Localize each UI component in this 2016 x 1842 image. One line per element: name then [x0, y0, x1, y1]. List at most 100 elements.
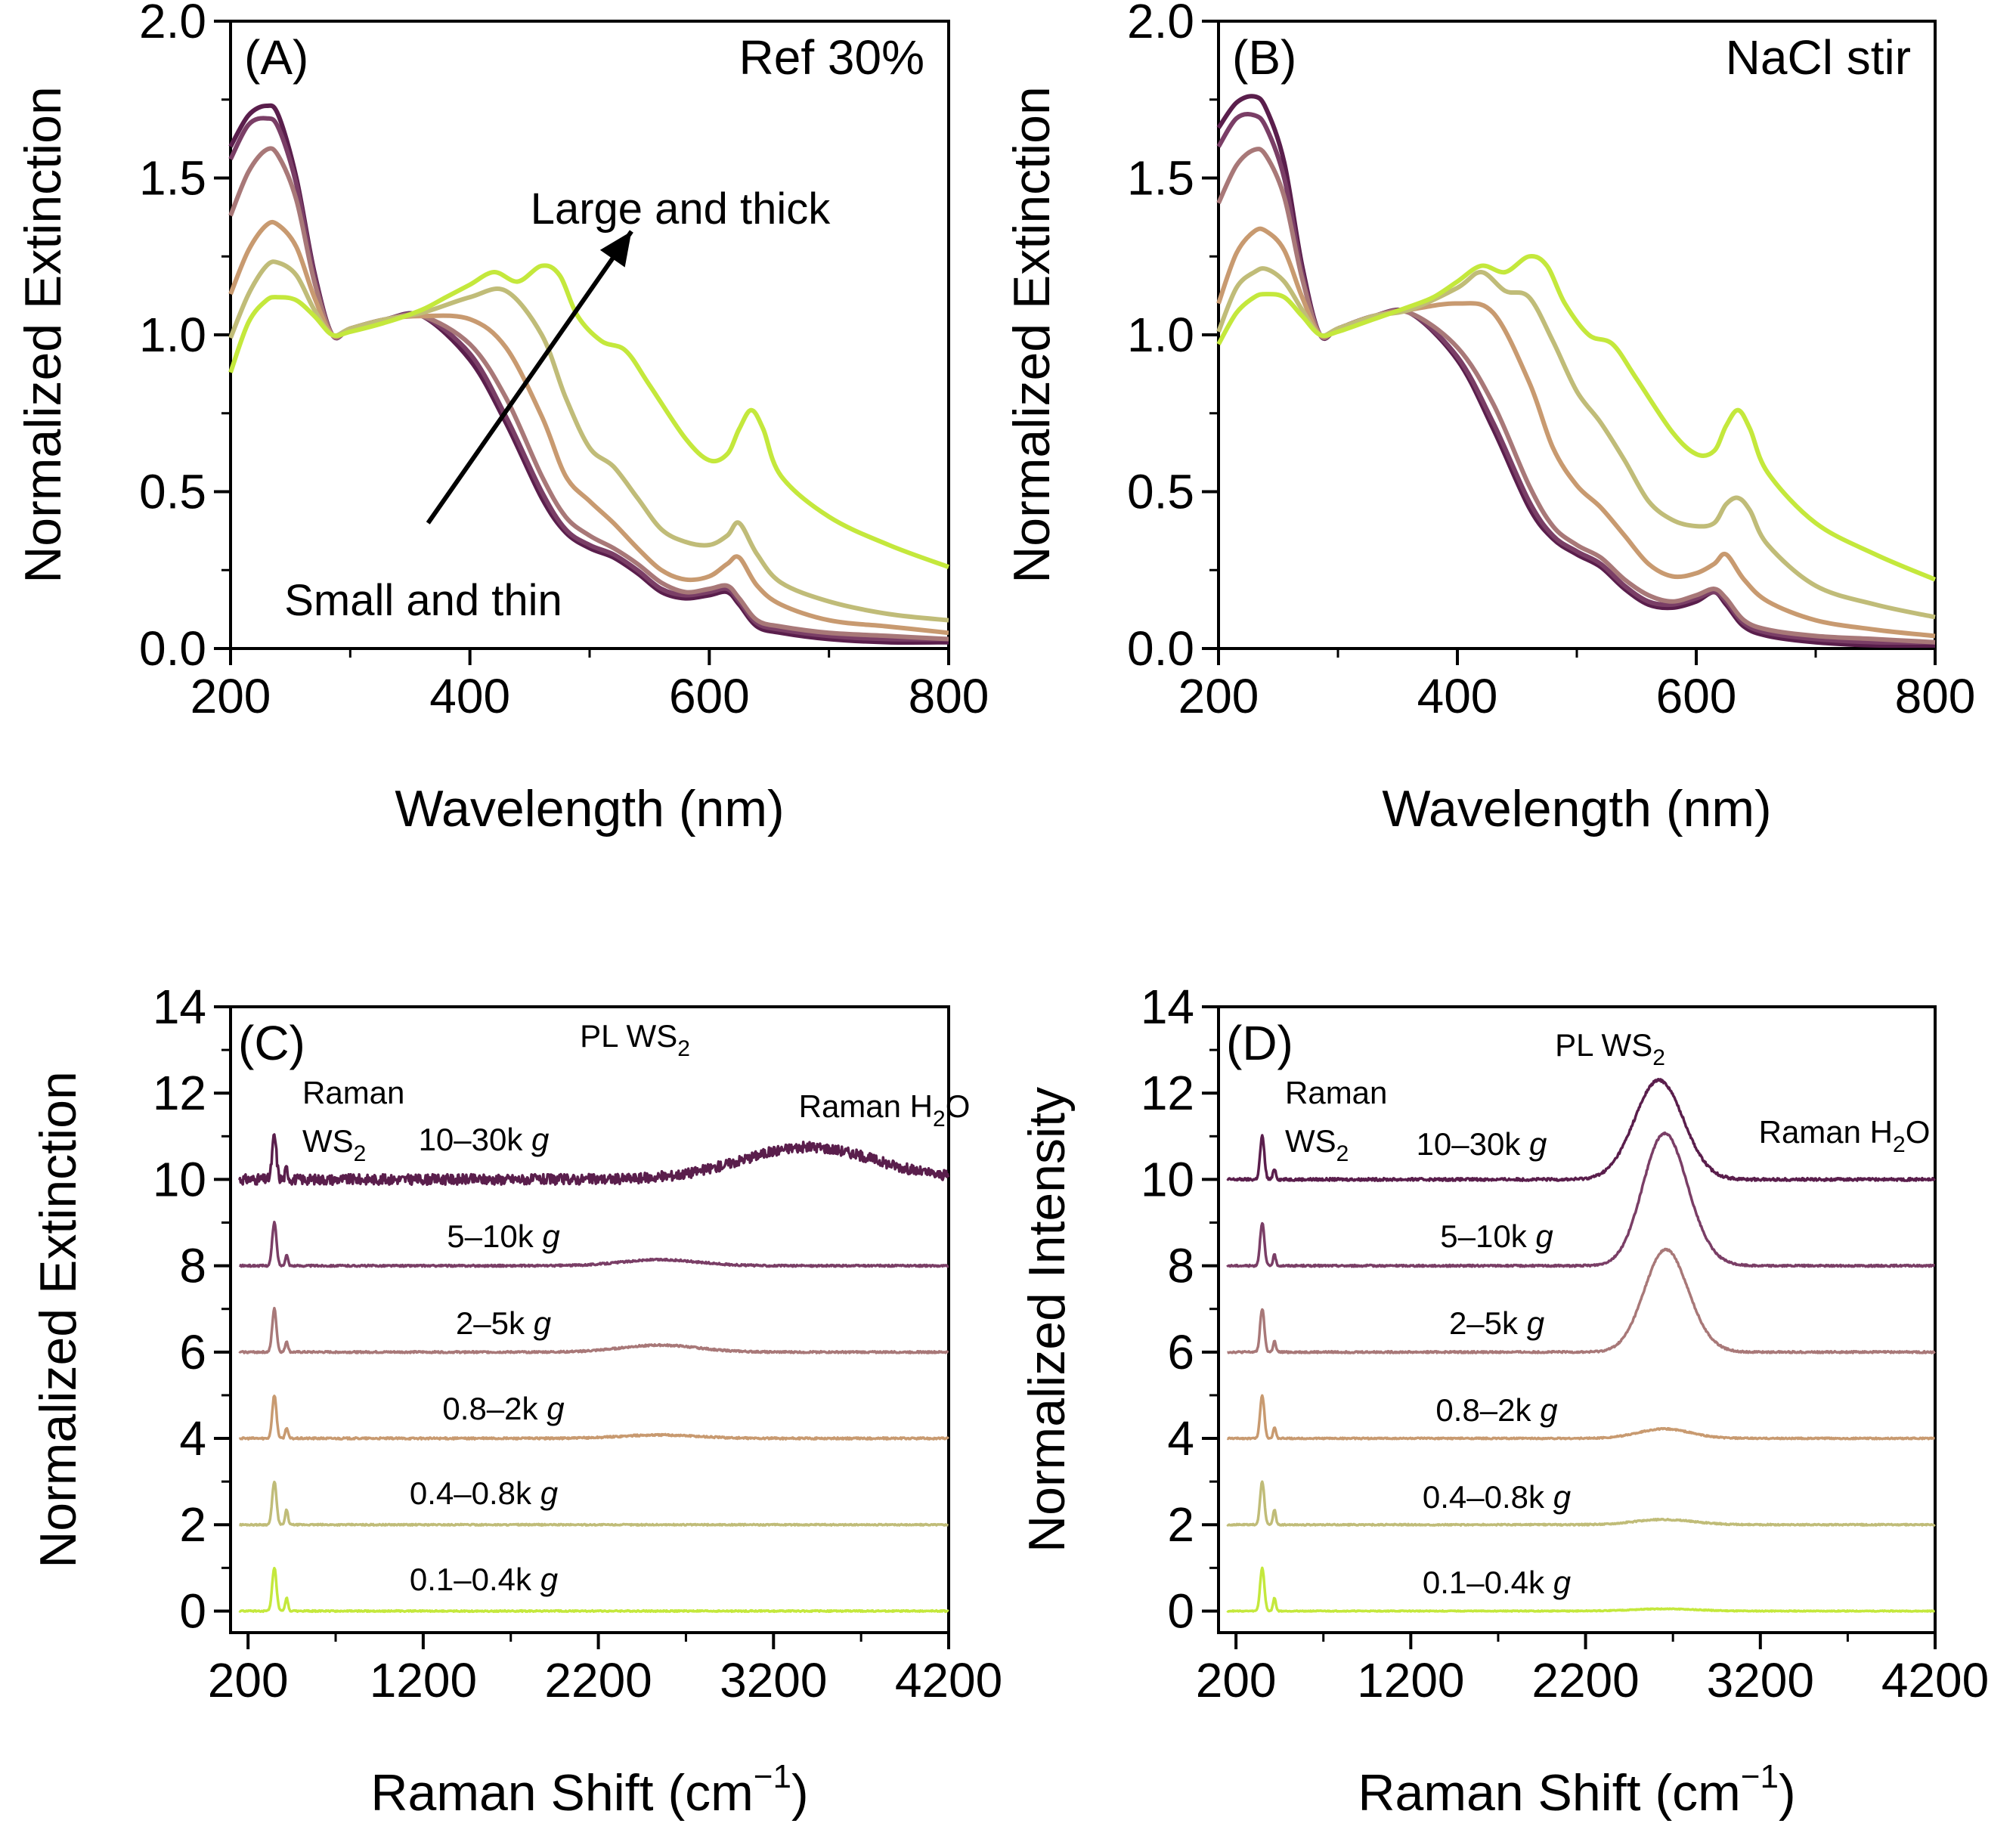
series-label: 10–30k g — [419, 1122, 550, 1157]
y-tick-label: 6 — [179, 1325, 206, 1379]
y-tick-label: 2 — [179, 1497, 206, 1552]
raman-h2o-label: Raman H2O — [1759, 1114, 1931, 1157]
y-axis-title: Normalized Extinction — [1003, 86, 1061, 584]
y-tick-label: 1.0 — [1127, 308, 1194, 362]
series-line — [1216, 112, 1936, 645]
x-tick-label: 400 — [1417, 669, 1498, 723]
x-tick-label: 4200 — [1881, 1653, 1989, 1707]
spectrum-line — [238, 1566, 949, 1614]
panel-title: NaCl stir — [1726, 30, 1911, 85]
plot-frame — [1217, 1005, 1937, 1634]
x-tick-label: 4200 — [895, 1653, 1002, 1707]
pl-ws2-label: PL WS2 — [580, 1018, 690, 1061]
series-line — [1216, 226, 1936, 639]
series-line — [228, 146, 949, 642]
series-line — [228, 263, 950, 569]
x-tick-label: 600 — [669, 669, 750, 723]
panel-label: (B) — [1232, 30, 1296, 85]
x-axis-title: Wavelength (nm) — [1382, 780, 1771, 837]
series-label: 0.1–0.4k g — [410, 1562, 558, 1597]
series-label: 5–10k g — [447, 1218, 559, 1254]
y-tick-label: 12 — [1141, 1066, 1194, 1120]
x-tick-label: 200 — [208, 1653, 289, 1707]
series-label: 5–10k g — [1440, 1218, 1553, 1254]
series-line — [228, 259, 949, 623]
y-axis-title: Normalized Intensity — [1018, 1087, 1076, 1553]
raman-ws2-label: Raman — [302, 1075, 404, 1110]
series-line — [1216, 147, 1936, 645]
y-tick-label: 0.0 — [139, 621, 206, 676]
y-tick-label: 4 — [179, 1411, 206, 1466]
x-tick-label: 600 — [1656, 669, 1737, 723]
x-axis-title: Raman Shift (cm−1) — [1358, 1758, 1795, 1822]
panel-title: Ref 30% — [739, 30, 924, 85]
panel-d: 200 1200 2200 3200 4200 0 2 4 6 8 10 12 14 Normalized… — [1018, 980, 1989, 1822]
series-label: 0.4–0.8k g — [1423, 1479, 1571, 1515]
spectrum-line — [1226, 1566, 1936, 1613]
y-tick-label: 12 — [153, 1066, 206, 1120]
panel-label: (D) — [1226, 1016, 1293, 1070]
y-tick-label: 2.0 — [139, 0, 206, 48]
series-line — [1216, 94, 1936, 649]
x-tick-label: 200 — [190, 669, 271, 723]
series-line — [228, 219, 949, 636]
spectrum-line — [238, 1221, 949, 1268]
spectrum-line — [1226, 1247, 1936, 1354]
raman-ws2-label-species: WS2 — [302, 1123, 366, 1166]
x-tick-label: 3200 — [720, 1653, 827, 1707]
spectrum-line — [1226, 1078, 1936, 1182]
y-tick-label: 1.0 — [139, 308, 206, 362]
series-line — [1216, 254, 1937, 582]
y-tick-label: 2 — [1167, 1497, 1194, 1552]
y-tick-label: 14 — [1141, 980, 1194, 1034]
x-tick-label: 800 — [1895, 669, 1976, 723]
panel-a: 200 400 600 800 0.0 0.5 1.0 1.5 2.0 Normalized Ex… — [14, 0, 989, 837]
y-tick-label: 10 — [153, 1152, 206, 1206]
y-tick-label: 4 — [1167, 1411, 1194, 1466]
x-tick-label: 200 — [1196, 1653, 1277, 1707]
x-tick-label: 3200 — [1707, 1653, 1814, 1707]
spectrum-line — [1226, 1394, 1936, 1441]
y-tick-label: 0.5 — [1127, 465, 1194, 519]
series-line — [1216, 266, 1936, 620]
y-tick-label: 8 — [1167, 1239, 1194, 1293]
y-tick-label: 0 — [1167, 1584, 1194, 1638]
x-tick-label: 2200 — [1531, 1653, 1639, 1707]
spectrum-line — [237, 1133, 950, 1187]
spectrum-line — [238, 1395, 949, 1441]
panel-label: (C) — [238, 1016, 305, 1070]
y-tick-label: 0.5 — [139, 465, 206, 519]
panel-c: 200 1200 2200 3200 4200 0 2 4 6 8 10 12 14 Normalized… — [29, 980, 1002, 1822]
series-label: 2–5k g — [1449, 1305, 1544, 1341]
x-tick-label: 1200 — [1357, 1653, 1464, 1707]
y-tick-label: 8 — [179, 1239, 206, 1293]
spectrum-line — [238, 1306, 949, 1354]
y-axis-title: Normalized Extinction — [14, 86, 72, 584]
y-tick-label: 2.0 — [1127, 0, 1194, 48]
y-tick-label: 14 — [153, 980, 206, 1034]
y-tick-label: 6 — [1167, 1325, 1194, 1379]
series-label: 0.8–2k g — [1435, 1392, 1557, 1428]
trend-arrow — [426, 230, 633, 525]
annotation-large-thick: Large and thick — [531, 184, 831, 234]
series-label: 0.4–0.8k g — [410, 1475, 558, 1511]
x-tick-label: 2200 — [544, 1653, 652, 1707]
y-tick-label: 0 — [179, 1584, 206, 1638]
spectrum-line — [238, 1480, 949, 1527]
x-tick-label: 1200 — [370, 1653, 477, 1707]
y-tick-label: 1.5 — [1127, 151, 1194, 206]
y-axis-title: Normalized Extinction — [29, 1071, 87, 1568]
panel-label: (A) — [244, 30, 308, 85]
y-tick-label: 1.5 — [139, 151, 206, 206]
y-tick-label: 0.0 — [1127, 621, 1194, 676]
x-axis-title: Raman Shift (cm−1) — [370, 1758, 808, 1822]
raman-h2o-label: Raman H2O — [799, 1088, 971, 1132]
spectrum-line — [1226, 1480, 1936, 1527]
x-tick-label: 200 — [1178, 669, 1259, 723]
y-tick-label: 10 — [1141, 1152, 1194, 1206]
x-tick-label: 800 — [909, 669, 989, 723]
raman-ws2-label: Raman — [1285, 1075, 1387, 1110]
series-label: 2–5k g — [456, 1305, 551, 1341]
annotation-small-thin: Small and thin — [284, 576, 562, 625]
